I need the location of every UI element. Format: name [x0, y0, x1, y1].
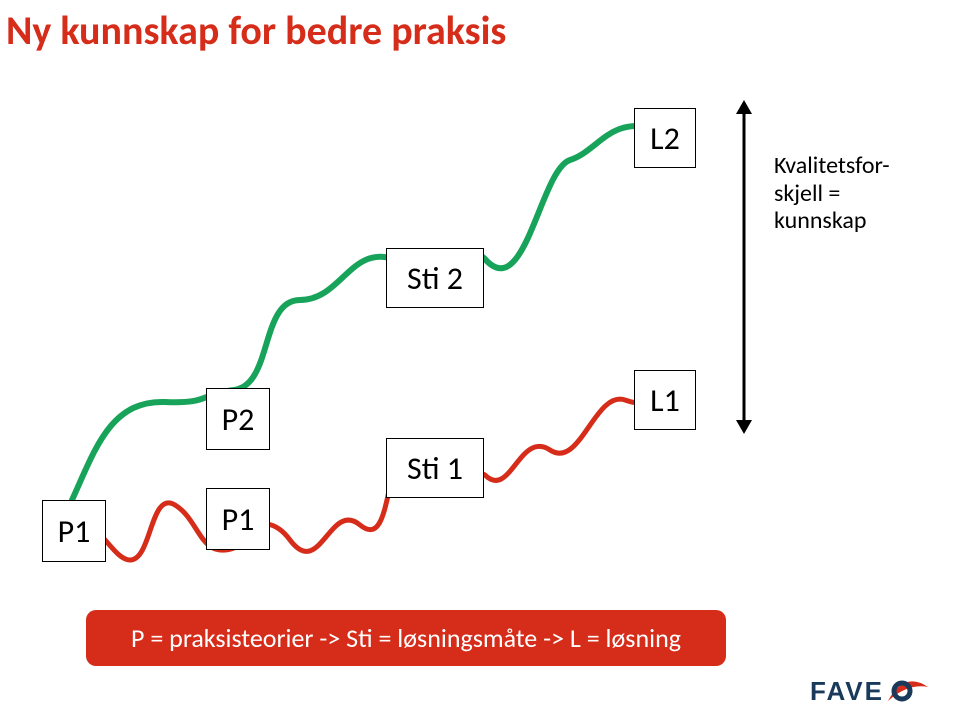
path-sti1-red — [64, 399, 660, 560]
quality-gap-arrow — [729, 98, 759, 436]
box-l2: L2 — [634, 108, 696, 168]
logo-swoosh-icon — [886, 677, 930, 707]
logo-text: FAVE — [810, 676, 884, 707]
label-line: skjell = — [774, 180, 890, 208]
box-l1: L1 — [634, 370, 696, 430]
box-label: P2 — [222, 400, 255, 439]
faveo-logo: FAVE — [810, 676, 930, 707]
box-label: L2 — [650, 119, 680, 158]
legend-bar: P = praksisteorier -> Sti = løsningsmåte… — [86, 610, 726, 666]
box-label: P1 — [222, 500, 255, 539]
box-sti2: Sti 2 — [386, 248, 484, 308]
box-label: L1 — [650, 381, 680, 420]
label-line: Kvalitetsfor- — [774, 152, 890, 180]
box-p2: P2 — [206, 388, 270, 450]
legend-text: P = praksisteorier -> Sti = løsningsmåte… — [131, 622, 681, 654]
box-label: P1 — [58, 512, 91, 551]
box-p1-left: P1 — [42, 500, 106, 562]
box-label: Sti 2 — [407, 259, 463, 298]
box-label: Sti 1 — [407, 449, 463, 488]
path-sti2-green — [72, 126, 660, 500]
label-line: kunnskap — [774, 207, 890, 235]
box-p1-right: P1 — [206, 488, 270, 550]
quality-gap-label: Kvalitetsfor- skjell = kunnskap — [774, 152, 890, 235]
box-sti1: Sti 1 — [386, 438, 484, 498]
